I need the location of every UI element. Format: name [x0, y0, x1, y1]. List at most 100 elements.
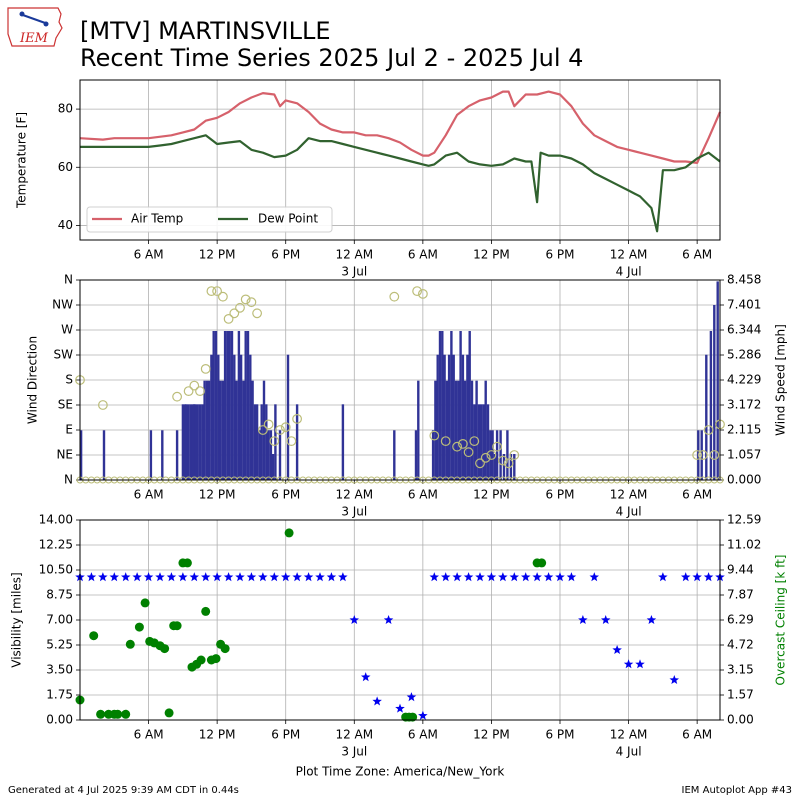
wind-speed-bar — [189, 404, 193, 480]
x-axis-label-timezone: Plot Time Zone: America/New_York — [296, 765, 505, 779]
speed-tick-label: 2.115 — [727, 423, 761, 437]
wind-speed-bar — [713, 305, 716, 480]
ceiling-marker — [134, 622, 144, 632]
wind-speed-bar — [161, 430, 164, 480]
plot-frame — [79, 79, 721, 241]
visibility-star — [361, 672, 371, 682]
visibility-star — [132, 572, 142, 582]
ceiling-marker — [537, 558, 547, 568]
wind-speed-bar — [436, 354, 439, 480]
x-date-label: 4 Jul — [616, 745, 642, 759]
ceiling-tick-label: 3.15 — [727, 663, 754, 677]
wind-speed-bar — [253, 404, 257, 480]
wind-speed-bar — [470, 380, 474, 480]
ceiling-marker — [284, 528, 294, 538]
wind-speed-bar — [489, 430, 492, 480]
wind-direction-marker — [229, 308, 240, 319]
x-tick-label: 12 AM — [610, 728, 648, 742]
wind-speed-bar — [251, 380, 254, 480]
speed-tick-label: 8.458 — [727, 273, 761, 287]
wind-speed-bar — [194, 404, 197, 480]
x-tick-label: 12 PM — [473, 488, 510, 502]
wind-speed-bar — [502, 454, 506, 480]
visibility-tick-label: 1.75 — [46, 688, 73, 702]
ceiling-marker — [96, 709, 106, 719]
wind-speed-bar — [705, 354, 708, 480]
wind-direction-marker — [200, 364, 211, 374]
visibility-star — [578, 615, 588, 624]
iem-logo: IEM — [7, 7, 63, 47]
visibility-star — [635, 659, 645, 669]
wind-direction-marker — [275, 425, 285, 435]
wind-direction-marker — [172, 391, 183, 402]
wind-speed-bar — [468, 331, 471, 480]
visibility-star — [258, 572, 268, 582]
wind-direction-marker — [498, 455, 508, 466]
visibility-star — [143, 572, 154, 582]
visibility-star — [86, 572, 97, 582]
visibility-star — [292, 572, 302, 582]
plot-frame — [79, 519, 721, 721]
visibility-star — [121, 572, 131, 582]
visibility-star — [463, 572, 474, 582]
x-tick-label: 12 PM — [199, 488, 236, 502]
ceiling-tick-label: 4.72 — [727, 638, 754, 652]
wind-direction-marker — [217, 291, 228, 302]
logo-dot-icon — [43, 21, 49, 27]
wind-direction-marker — [269, 436, 280, 447]
direction-tick-label: E — [65, 423, 73, 437]
logo-text: IEM — [19, 31, 49, 46]
visibility-star — [589, 572, 599, 582]
visibility-star — [452, 572, 462, 582]
x-tick-label: 6 AM — [408, 728, 438, 742]
wind-speed-bar — [269, 430, 273, 480]
visibility-star — [109, 572, 119, 582]
wind-speed-bar — [262, 380, 266, 480]
wind-speed-bar — [447, 354, 451, 480]
wind-speed-bar — [242, 380, 245, 480]
ceiling-marker — [121, 709, 131, 719]
wind-speed-bar — [441, 331, 444, 480]
speed-tick-label: 4.229 — [727, 373, 761, 387]
wind-speed-bar — [246, 331, 250, 480]
wind-speed-bar — [265, 404, 268, 480]
wind-speed-bar — [454, 380, 458, 480]
x-tick-label: 12 PM — [473, 248, 510, 262]
ceiling-marker — [211, 654, 221, 664]
chart-title-range: Recent Time Series 2025 Jul 2 - 2025 Jul… — [80, 44, 584, 72]
wind-speed-bar — [278, 430, 282, 480]
visibility-star — [521, 572, 531, 582]
wind-speed-bar — [223, 331, 227, 480]
wind-speed-bar — [274, 404, 277, 480]
wind-direction-marker — [429, 430, 440, 441]
footer-generated: Generated at 4 Jul 2025 9:39 AM CDT in 0… — [8, 785, 239, 796]
visibility-tick-label: 8.75 — [46, 588, 73, 602]
ceiling-marker — [408, 712, 418, 722]
visibility-star — [166, 572, 177, 582]
y-axis-label-visibility: Visibility [miles] — [10, 572, 24, 667]
y2-axis-label-wind-speed: Wind Speed [mph] — [774, 324, 788, 436]
wind-speed-bar — [219, 380, 222, 480]
wind-speed-bar — [271, 454, 275, 480]
wind-speed-bar — [473, 404, 476, 480]
wind-speed-bar — [479, 404, 483, 480]
visibility-star — [395, 703, 405, 713]
visibility-star — [246, 572, 257, 582]
logo-dot-icon — [19, 11, 25, 17]
ceiling-tick-label: 11.02 — [727, 538, 761, 552]
x-tick-label: 6 AM — [134, 728, 164, 742]
visibility-star — [543, 572, 554, 582]
wind-speed-bar — [181, 404, 185, 480]
visibility-star — [555, 572, 565, 582]
wind-speed-bar — [196, 404, 199, 480]
visibility-star — [178, 572, 188, 582]
wind-direction-marker — [698, 450, 708, 460]
wind-speed-bar — [233, 354, 236, 480]
wind-direction-marker — [286, 436, 297, 447]
wind-speed-bar — [452, 354, 455, 480]
x-date-label: 4 Jul — [616, 265, 642, 279]
wind-speed-bar — [463, 380, 467, 480]
x-tick-label: 6 AM — [682, 728, 712, 742]
x-tick-label: 12 PM — [473, 728, 510, 742]
direction-tick-label: S — [65, 373, 73, 387]
